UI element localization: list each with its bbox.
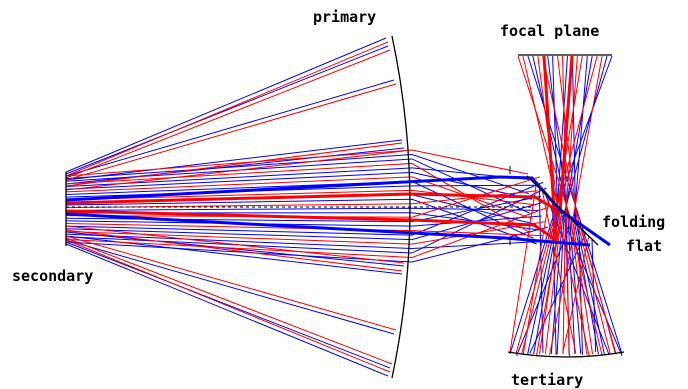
ray-line <box>562 55 578 355</box>
ray-line <box>65 37 387 173</box>
ray-line <box>65 142 403 187</box>
primary-mirror <box>391 35 411 379</box>
ray-line <box>65 207 539 211</box>
ray-line <box>537 55 560 355</box>
ray-line <box>557 55 611 355</box>
ray-line <box>65 181 544 236</box>
ray-line <box>535 211 563 357</box>
ray-line <box>65 176 541 218</box>
ray-line <box>517 55 588 355</box>
ray-line <box>509 185 537 353</box>
ray-line <box>562 236 590 353</box>
red-chief-rays <box>65 55 574 243</box>
ray-line <box>65 162 531 234</box>
ray-line <box>522 198 550 355</box>
ray-line <box>65 239 391 373</box>
ray-line <box>542 192 577 354</box>
ray-line <box>65 176 533 220</box>
ray-line <box>65 187 547 254</box>
ray-line <box>65 45 389 175</box>
secondary-label: secondary <box>12 267 93 285</box>
ray-line <box>65 41 389 177</box>
ray-line <box>65 231 405 267</box>
ray-line <box>65 49 391 179</box>
ray-line <box>65 225 405 264</box>
ray-line <box>65 153 529 195</box>
ray-line <box>65 237 393 365</box>
tertiary-label: tertiary <box>511 371 583 389</box>
ray-line <box>568 217 603 356</box>
blue-chief-rays <box>65 175 611 247</box>
ray-line <box>549 224 577 356</box>
red-ray-bundle <box>65 41 617 373</box>
ray-line <box>65 229 403 272</box>
chief-ray <box>65 212 591 247</box>
folding-label: folding <box>602 213 665 231</box>
ray-line <box>65 215 542 227</box>
ray-line <box>558 208 623 357</box>
chief-ray <box>65 55 558 243</box>
folding-flat-mirror <box>526 175 599 246</box>
ray-line <box>65 149 529 177</box>
ray-line <box>542 55 617 355</box>
primary-label: primary <box>313 8 376 26</box>
ray-line <box>65 167 532 188</box>
ray-line <box>65 189 536 206</box>
ray-line <box>65 198 537 245</box>
ray-line <box>65 239 395 335</box>
ray-line <box>65 221 545 245</box>
focal-plane-label: focal plane <box>500 22 599 40</box>
ray-line <box>65 83 397 181</box>
ray-line <box>65 241 391 369</box>
ray-line <box>65 79 395 177</box>
ray-line <box>65 139 403 181</box>
ray-line <box>65 150 405 191</box>
ray-line <box>529 233 586 354</box>
ray-line <box>65 235 397 331</box>
ray-line <box>65 243 389 377</box>
tertiary-mirror <box>507 351 625 358</box>
flat-label: flat <box>626 237 662 255</box>
chief-ray <box>65 55 574 215</box>
ray-line <box>65 171 533 200</box>
ray-line <box>65 223 543 237</box>
chief-ray <box>65 175 611 247</box>
